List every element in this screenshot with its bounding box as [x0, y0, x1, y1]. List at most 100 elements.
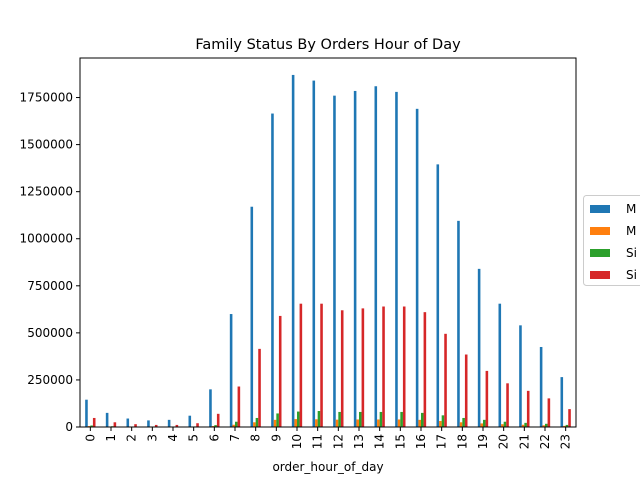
x-tick-label: 3 — [145, 434, 159, 442]
bar-series-0-hour-18 — [457, 220, 460, 427]
bar-series-3-hour-8 — [258, 348, 261, 427]
bar-series-0-hour-16 — [415, 108, 419, 427]
bar-series-2-hour-12 — [338, 411, 341, 427]
legend-label: M — [626, 202, 636, 216]
x-tick-label: 5 — [187, 434, 201, 442]
bar-series-0-hour-6 — [209, 389, 212, 427]
y-tick-label: 750000 — [27, 279, 73, 293]
bar-series-2-hour-6 — [214, 425, 217, 427]
bar-series-0-hour-21 — [519, 325, 522, 427]
bar-series-1-hour-9 — [273, 419, 277, 427]
x-tick-label: 15 — [393, 434, 407, 449]
bar-series-2-hour-15 — [400, 411, 403, 427]
bar-series-0-hour-2 — [126, 418, 130, 427]
x-tick-label: 2 — [125, 434, 139, 442]
bar-series-3-hour-15 — [402, 306, 406, 427]
bar-series-1-hour-20 — [501, 424, 504, 427]
bar-series-3-hour-16 — [423, 312, 427, 427]
bar-series-0-hour-3 — [147, 420, 150, 427]
legend-label: M — [626, 224, 636, 238]
bar-series-0-hour-8 — [250, 206, 254, 427]
x-tick-label: 8 — [249, 434, 263, 442]
legend-swatch — [590, 205, 610, 213]
bar-series-2-hour-17 — [441, 415, 445, 427]
bar-series-3-hour-5 — [196, 423, 199, 427]
bar-series-0-hour-22 — [539, 346, 543, 427]
x-tick-label: 18 — [455, 434, 469, 449]
bar-series-1-hour-8 — [253, 422, 256, 427]
bar-series-1-hour-13 — [356, 419, 359, 427]
bar-series-3-hour-12 — [340, 310, 344, 427]
bar-series-1-hour-22 — [542, 425, 545, 427]
bar-series-3-hour-17 — [444, 333, 447, 427]
bar-series-2-hour-9 — [276, 413, 279, 427]
bar-series-1-hour-21 — [521, 424, 525, 427]
bar-series-3-hour-14 — [382, 306, 385, 427]
bar-series-0-hour-13 — [353, 90, 357, 427]
bar-series-3-hour-9 — [278, 315, 282, 427]
x-tick-label: 7 — [228, 434, 242, 442]
bar-series-0-hour-4 — [167, 419, 171, 427]
x-axis: 0 1 2 3 4 5 6 7 8 9 10 11 12 13 14 15 16 17 18 19 20 21 22 23 — [83, 427, 573, 449]
bar-series-1-hour-12 — [335, 419, 339, 427]
legend-swatch — [590, 249, 610, 257]
x-tick-label: 23 — [559, 434, 573, 449]
bar-series-3-hour-23 — [568, 409, 571, 427]
bar-series-2-hour-21 — [524, 422, 527, 427]
x-tick-label: 17 — [435, 434, 449, 449]
x-tick-label: 11 — [311, 434, 325, 449]
bar-series-0-hour-14 — [374, 86, 378, 428]
bar-series-3-hour-10 — [299, 303, 303, 427]
bar-series-3-hour-22 — [547, 398, 551, 427]
legend: MM Si Si — [583, 195, 640, 286]
bar-series-2-hour-19 — [483, 419, 486, 427]
bar-series-0-hour-1 — [105, 412, 109, 427]
x-axis-label: order_hour_of_day — [272, 460, 383, 474]
bar-series-3-hour-20 — [506, 383, 509, 427]
x-tick-label: 4 — [166, 434, 180, 442]
bar-series-2-hour-8 — [255, 417, 259, 427]
y-tick-label: 1750000 — [20, 91, 73, 105]
bar-series-1-hour-19 — [480, 423, 483, 427]
bar-series-3-hour-4 — [175, 424, 179, 427]
bar-series-1-hour-7 — [232, 424, 235, 427]
bar-series-1-hour-10 — [294, 419, 297, 427]
bar-series-2-hour-13 — [359, 411, 362, 427]
bar-series-0-hour-19 — [477, 268, 481, 427]
bar-series-2-hour-16 — [421, 412, 424, 427]
x-tick-label: 1 — [104, 434, 118, 442]
y-tick-label: 250000 — [27, 373, 73, 387]
legend-label: Si — [626, 246, 637, 260]
bar-series-3-hour-18 — [464, 354, 468, 427]
bar-series-3-hour-19 — [485, 370, 489, 427]
x-tick-label: 9 — [269, 434, 283, 442]
legend-swatch — [590, 227, 610, 235]
x-tick-label: 6 — [207, 434, 221, 442]
bar-series-1-hour-14 — [377, 419, 380, 427]
bar-series-2-hour-14 — [379, 411, 383, 427]
bar-series-2-hour-22 — [545, 423, 548, 427]
x-tick-label: 21 — [517, 434, 531, 449]
chart-title: Family Status By Orders Hour of Day — [195, 37, 461, 53]
plot-frame — [79, 57, 577, 428]
bar-series-1-hour-11 — [315, 419, 318, 427]
x-tick-label: 20 — [497, 434, 511, 449]
bar-series-2-hour-0 — [90, 425, 93, 427]
bar-series-0-hour-0 — [85, 399, 88, 427]
bar-series-2-hour-7 — [235, 421, 238, 427]
bar-series-1-hour-18 — [459, 422, 463, 427]
bar-series-2-hour-18 — [462, 417, 465, 427]
bar-series-3-hour-6 — [216, 413, 220, 427]
bar-series-3-hour-3 — [154, 424, 158, 427]
bar-series-1-hour-15 — [397, 419, 401, 427]
y-tick-label: 1250000 — [20, 185, 73, 199]
x-tick-label: 0 — [83, 434, 97, 442]
bar-series-1-hour-23 — [563, 425, 566, 427]
bar-series-3-hour-21 — [526, 390, 530, 427]
bar-series-2-hour-23 — [565, 424, 569, 427]
legend-swatch — [590, 271, 610, 279]
bar-series-0-hour-23 — [560, 377, 564, 427]
bar-series-0-hour-5 — [188, 415, 192, 427]
